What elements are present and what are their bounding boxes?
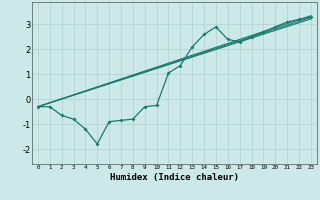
- X-axis label: Humidex (Indice chaleur): Humidex (Indice chaleur): [110, 173, 239, 182]
